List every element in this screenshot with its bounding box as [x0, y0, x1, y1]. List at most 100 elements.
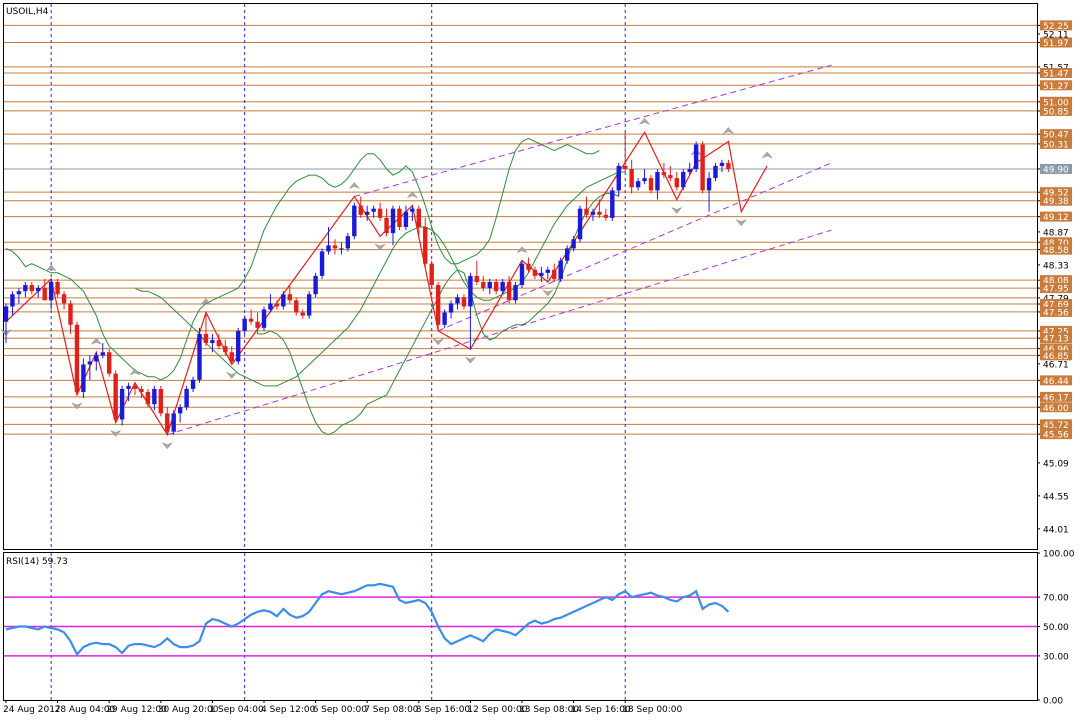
rsi-tick-label: 100.00: [1043, 550, 1075, 560]
bear-candle: [165, 413, 170, 432]
bull-candle: [184, 388, 189, 408]
bull-candle: [81, 364, 86, 392]
price-level-tag: [1040, 391, 1072, 402]
bear-candle: [700, 144, 705, 191]
bull-candle: [261, 309, 267, 328]
rsi-axis: 100.00 70.00 50.00 30.00 0.00: [1037, 550, 1075, 707]
bear-candle: [506, 281, 512, 301]
bear-candle: [248, 318, 254, 322]
bull-candle: [693, 144, 699, 169]
pivot-low-arrow: [226, 372, 237, 379]
bull-candle: [539, 272, 544, 276]
bear-candle: [423, 227, 428, 264]
price-tick-label: 46.44: [1043, 377, 1069, 387]
bull-candle: [719, 162, 725, 166]
bull-candle: [190, 379, 196, 389]
bear-candle: [474, 275, 480, 282]
price-level-tag: [1040, 298, 1072, 309]
price-level-tag: [1040, 138, 1072, 149]
time-tick-label: 13 Sep 08:00: [519, 705, 579, 715]
channel-line: [354, 64, 832, 197]
bull-candle: [210, 340, 215, 344]
bear-candle: [397, 208, 402, 228]
price-level-tag: [1040, 80, 1072, 91]
pivot-high-arrow: [45, 264, 57, 272]
bear-candle: [332, 245, 338, 249]
bull-candle: [390, 208, 396, 234]
price-level-tag: [1040, 333, 1072, 344]
price-tick-label: 44.01: [1043, 525, 1069, 535]
pivot-low-arrow: [542, 289, 553, 297]
time-tick-label: 24 Aug 2017: [3, 705, 61, 715]
bear-candle: [287, 294, 292, 301]
price-level-tag: [1040, 429, 1072, 440]
pivot-high-arrow: [407, 191, 418, 198]
price-level-tag: [1040, 105, 1072, 116]
price-tick-label: 47.25: [1043, 327, 1069, 337]
bear-candle: [300, 312, 305, 316]
price-tick-label: 52.25: [1043, 22, 1069, 32]
price-tick-label: 51.27: [1043, 82, 1069, 92]
price-level-tag: [1040, 375, 1072, 386]
bear-candle: [113, 373, 118, 420]
bear-candle: [255, 321, 260, 328]
price-level-tag: [1040, 68, 1072, 79]
bear-candle: [294, 300, 299, 313]
bull-candle: [610, 190, 615, 218]
bear-candle: [158, 388, 163, 414]
rsi-title: RSI(14) 59.73: [6, 557, 68, 567]
price-tick-label: 51.00: [1043, 98, 1069, 108]
bull-candle: [152, 388, 157, 405]
bollinger-upper: [5, 137, 600, 381]
bull-candle: [177, 407, 183, 414]
bull-candle: [119, 388, 125, 420]
pivot-high-arrow: [723, 127, 734, 134]
bull-candle: [545, 269, 550, 273]
price-tick-label: 45.09: [1043, 459, 1069, 469]
bull-candle: [36, 288, 41, 292]
rsi-line: [5, 582, 730, 657]
bull-candle: [564, 248, 570, 261]
pivot-high-arrow: [761, 151, 773, 159]
bull-candle: [713, 165, 718, 179]
bull-candle: [519, 263, 525, 286]
bull-candle: [345, 236, 351, 249]
price-panel: [3, 3, 1038, 550]
bull-candle: [655, 172, 660, 191]
price-level-tag: [1040, 402, 1072, 413]
bull-candle: [455, 297, 460, 304]
bull-candle: [242, 318, 247, 331]
price-tick-label: 48.87: [1043, 228, 1069, 238]
bear-candle: [481, 281, 486, 289]
bull-candle: [681, 172, 686, 188]
price-level-tag: [1040, 195, 1072, 206]
price-tick-label: 49.12: [1043, 213, 1069, 223]
bear-candle: [584, 208, 589, 215]
zigzag-indicator: [0, 117, 773, 450]
bear-candle: [61, 294, 67, 304]
price-tick-label: 48.58: [1043, 246, 1069, 256]
bull-candle: [236, 330, 241, 362]
bull-candle: [87, 361, 93, 365]
price-tick-label: 49.52: [1043, 189, 1069, 199]
pivot-low-arrow: [71, 402, 83, 410]
time-tick-label: 6 Sep 00:00: [313, 705, 368, 715]
bull-candle: [352, 205, 357, 237]
price-tick-label: 47.95: [1043, 285, 1069, 295]
bull-candle: [23, 285, 28, 292]
bear-candle: [648, 178, 654, 191]
bull-candle: [94, 355, 99, 362]
bull-candle: [642, 178, 647, 182]
price-tick-label: 50.85: [1043, 107, 1069, 117]
price-axis: 52.2552.1151.9751.5751.4751.2751.0050.85…: [1037, 20, 1072, 535]
time-tick-label: 7 Sep 08:00: [364, 705, 419, 715]
bull-candle: [571, 239, 576, 249]
bull-candle: [365, 211, 370, 215]
price-tick-label: 48.08: [1043, 277, 1069, 287]
bear-candle: [416, 208, 421, 228]
time-tick-label: 28 Aug 04:00: [55, 705, 116, 715]
bull-candle: [500, 281, 505, 292]
pivot-high-arrow: [639, 117, 650, 125]
bull-candle: [590, 211, 596, 215]
